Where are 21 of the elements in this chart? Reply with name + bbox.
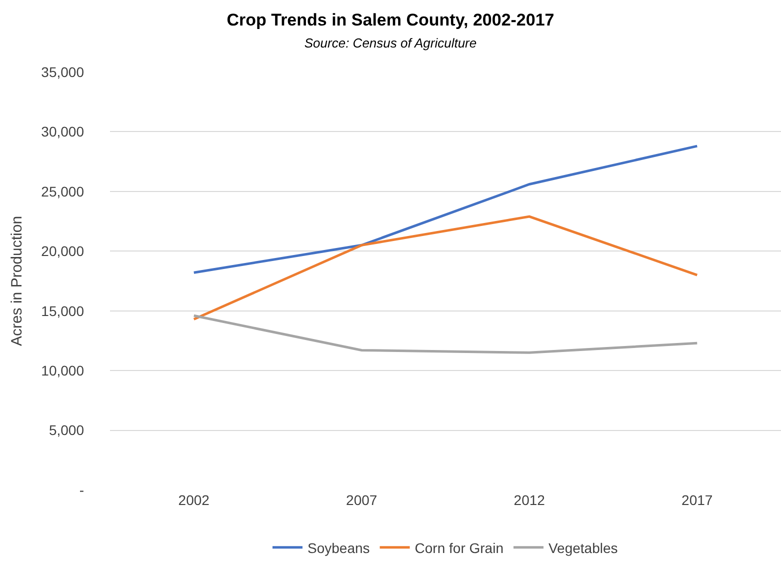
legend-label: Corn for Grain (414, 540, 504, 556)
y-tick-label: 30,000 (41, 124, 84, 140)
y-tick-label: 15,000 (41, 302, 84, 319)
y-tick-label: - (79, 482, 84, 498)
y-tick-label: 5,000 (48, 422, 84, 438)
y-tick-label: 25,000 (41, 183, 84, 200)
y-tick-label: 10,000 (41, 362, 84, 378)
y-tick-label: 35,000 (41, 64, 84, 80)
x-tick-label: 2002 (178, 492, 210, 508)
line-series (192, 215, 698, 320)
x-tick-label: 2007 (346, 492, 378, 508)
chart-title: Crop Trends in Salem County, 2002-2017 (226, 10, 554, 30)
line-series (192, 314, 698, 354)
legend-label: Vegetables (548, 540, 618, 556)
y-axis-title: Acres in Production (8, 216, 26, 346)
y-tick-label: 20,000 (41, 243, 84, 260)
chart-subtitle: Source: Census of Agriculture (304, 35, 477, 50)
x-tick-label: 2012 (514, 492, 546, 508)
line-series (192, 144, 698, 274)
legend-label: Soybeans (308, 540, 370, 556)
x-tick-label: 2017 (682, 492, 713, 508)
